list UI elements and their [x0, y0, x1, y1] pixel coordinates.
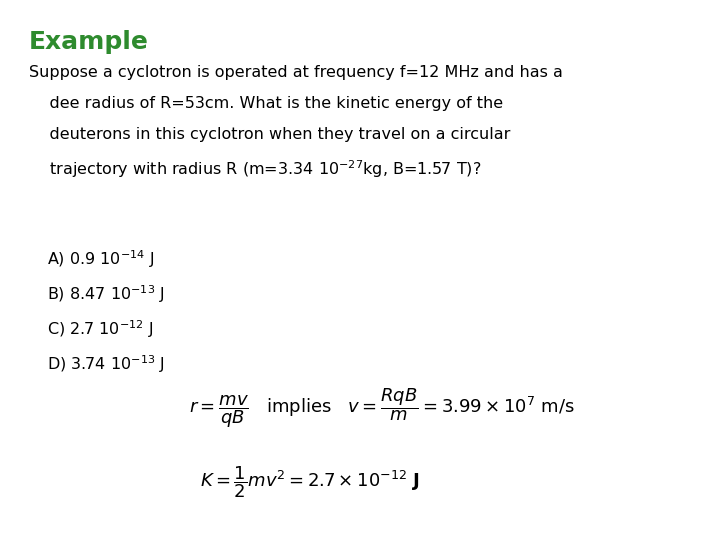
Text: deuterons in this cyclotron when they travel on a circular: deuterons in this cyclotron when they tr… [29, 127, 510, 143]
Text: A) 0.9 $10^{-14}$ J: A) 0.9 $10^{-14}$ J [47, 248, 154, 270]
Text: $K = \dfrac{1}{2}mv^2 = 2.7 \times 10^{-12}\ \mathbf{J}$: $K = \dfrac{1}{2}mv^2 = 2.7 \times 10^{-… [199, 464, 420, 500]
Text: C) 2.7 $10^{-12}$ J: C) 2.7 $10^{-12}$ J [47, 319, 153, 340]
Text: Suppose a cyclotron is operated at frequency f=12 MHz and has a: Suppose a cyclotron is operated at frequ… [29, 65, 562, 80]
Text: D) 3.74 $10^{-13}$ J: D) 3.74 $10^{-13}$ J [47, 354, 165, 375]
Text: trajectory with radius R (m=3.34 $10^{-27}$kg, B=1.57 T)?: trajectory with radius R (m=3.34 $10^{-2… [29, 159, 481, 180]
Text: dee radius of R=53cm. What is the kinetic energy of the: dee radius of R=53cm. What is the kineti… [29, 96, 503, 111]
Text: $r = \dfrac{mv}{qB}$   implies   $v = \dfrac{RqB}{m} = 3.99 \times 10^{7}\ \math: $r = \dfrac{mv}{qB}$ implies $v = \dfrac… [189, 386, 575, 430]
Text: Example: Example [29, 30, 148, 53]
Text: B) 8.47 $10^{-13}$ J: B) 8.47 $10^{-13}$ J [47, 284, 165, 305]
